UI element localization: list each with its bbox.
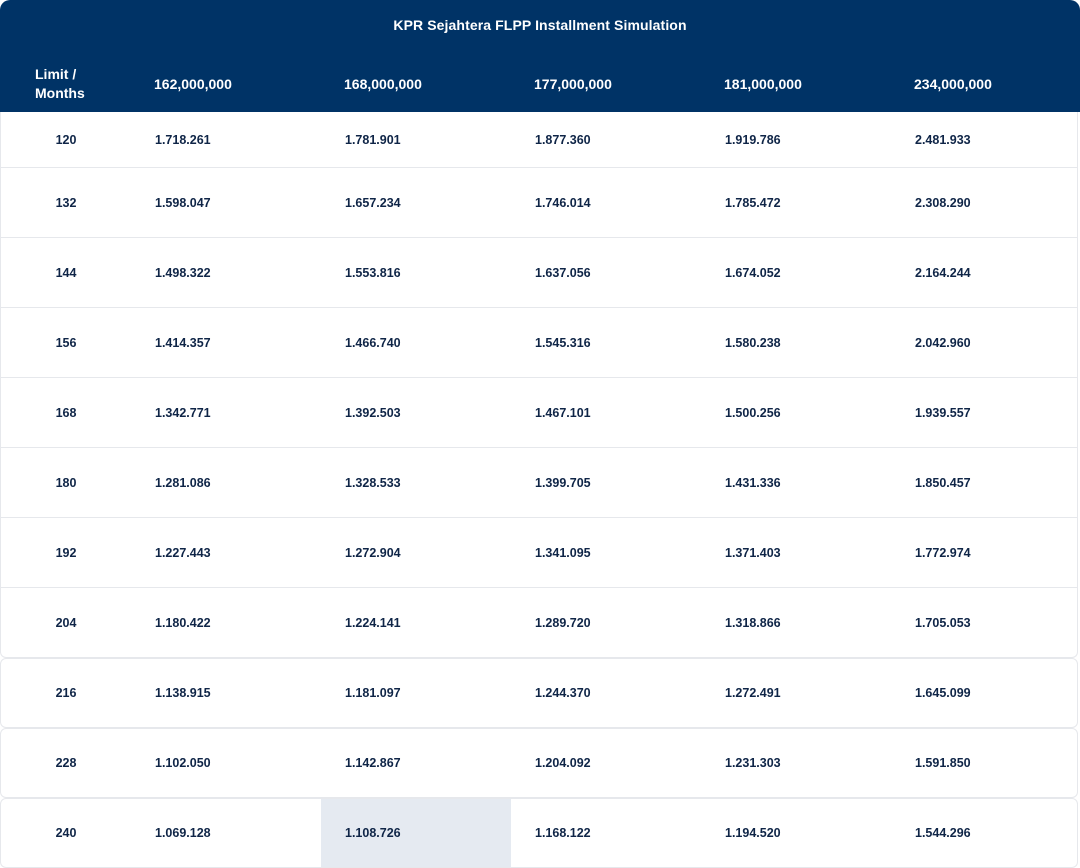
- installment-cell: 2.042.960: [915, 335, 971, 350]
- column-header-4: 234,000,000: [914, 76, 992, 92]
- installment-cell: 1.877.360: [535, 132, 591, 147]
- installment-cell: 1.194.520: [725, 826, 781, 840]
- installment-cell: 1.705.053: [915, 615, 971, 630]
- installment-cell: 1.392.503: [345, 405, 401, 420]
- installment-cell: 1.414.357: [155, 335, 211, 350]
- table-row: 156 1.414.357 1.466.740 1.545.316 1.580.238 2…: [0, 308, 1078, 378]
- installment-cell: 1.785.472: [725, 195, 781, 210]
- installment-cell: 1.466.740: [345, 335, 401, 350]
- installment-cell: 1.204.092: [535, 756, 591, 770]
- installment-cell: 1.919.786: [725, 132, 781, 147]
- installment-cell: 1.500.256: [725, 405, 781, 420]
- column-header-row: Limit / Months 162,000,000 168,000,000 177…: [0, 56, 1080, 112]
- table-row: 120 1.718.261 1.781.901 1.877.360 1.919.786 2…: [0, 112, 1078, 168]
- installment-cell: 2.164.244: [915, 265, 971, 280]
- months-cell: 216: [55, 686, 77, 700]
- months-cell: 144: [55, 265, 77, 280]
- installment-cell: 1.168.122: [535, 826, 591, 840]
- installment-cell: 2.481.933: [915, 132, 971, 147]
- installment-cell: 1.224.141: [345, 615, 401, 630]
- column-header-1: 168,000,000: [344, 76, 422, 92]
- installment-cell: 1.580.238: [725, 335, 781, 350]
- months-cell: 156: [55, 335, 77, 350]
- installment-cell: 1.181.097: [345, 686, 401, 700]
- table-row: 168 1.342.771 1.392.503 1.467.101 1.500.256 1…: [0, 378, 1078, 448]
- months-cell: 168: [55, 405, 77, 420]
- table-title: KPR Sejahtera FLPP Installment Simulatio…: [393, 17, 687, 33]
- months-cell: 192: [55, 545, 77, 560]
- installment-cell: 1.498.322: [155, 265, 211, 280]
- months-cell: 180: [55, 475, 77, 490]
- table-row: 228 1.102.050 1.142.867 1.204.092 1.231.303 1…: [0, 728, 1078, 798]
- table-header: KPR Sejahtera FLPP Installment Simulatio…: [0, 0, 1080, 112]
- installment-cell: 1.328.533: [345, 475, 401, 490]
- installment-cell: 1.674.052: [725, 265, 781, 280]
- installment-cell: 1.180.422: [155, 615, 211, 630]
- table-row: 144 1.498.322 1.553.816 1.637.056 1.674.052 2…: [0, 238, 1078, 308]
- installment-cell: 1.746.014: [535, 195, 591, 210]
- installment-cell: 1.272.491: [725, 686, 781, 700]
- installment-cell: 1.289.720: [535, 615, 591, 630]
- months-cell: 204: [55, 615, 77, 630]
- installment-cell: 1.772.974: [915, 545, 971, 560]
- installment-cell: 1.102.050: [155, 756, 211, 770]
- installment-cell: 1.281.086: [155, 475, 211, 490]
- installment-cell: 2.308.290: [915, 195, 971, 210]
- installment-cell: 1.431.336: [725, 475, 781, 490]
- column-header-0: 162,000,000: [154, 76, 232, 92]
- installment-cell: 1.645.099: [915, 686, 971, 700]
- installment-cell: 1.850.457: [915, 475, 971, 490]
- installment-cell: 1.231.303: [725, 756, 781, 770]
- installment-cell: 1.227.443: [155, 545, 211, 560]
- table-row: 192 1.227.443 1.272.904 1.341.095 1.371.403 1…: [0, 518, 1078, 588]
- installment-cell: 1.342.771: [155, 405, 211, 420]
- table-row: 240 1.069.128 1.108.726 1.168.122 1.194.520 1…: [0, 798, 1078, 868]
- months-cell: 132: [55, 195, 77, 210]
- installment-cell: 1.138.915: [155, 686, 211, 700]
- table-row: 132 1.598.047 1.657.234 1.746.014 1.785.472 2…: [0, 168, 1078, 238]
- table-row: 204 1.180.422 1.224.141 1.289.720 1.318.866 1…: [0, 588, 1078, 658]
- installment-cell: 1.467.101: [535, 405, 591, 420]
- installment-cell: 1.718.261: [155, 132, 211, 147]
- installment-cell: 1.341.095: [535, 545, 591, 560]
- installment-cell: 1.545.316: [535, 335, 591, 350]
- installment-cell: 1.318.866: [725, 615, 781, 630]
- installment-cell: 1.108.726: [321, 799, 511, 867]
- installment-cell: 1.142.867: [345, 756, 401, 770]
- column-header-3: 181,000,000: [724, 76, 802, 92]
- installment-cell: 1.399.705: [535, 475, 591, 490]
- column-header-2: 177,000,000: [534, 76, 612, 92]
- months-cell: 228: [55, 756, 77, 770]
- installment-cell: 1.244.370: [535, 686, 591, 700]
- table-row: 180 1.281.086 1.328.533 1.399.705 1.431.336 1…: [0, 448, 1078, 518]
- months-cell: 120: [55, 132, 77, 147]
- installment-cell: 1.637.056: [535, 265, 591, 280]
- installment-cell: 1.591.850: [915, 756, 971, 770]
- corner-header-label: Limit / Months: [35, 66, 85, 101]
- installment-cell: 1.544.296: [915, 826, 971, 840]
- months-cell: 240: [55, 826, 77, 840]
- installment-cell: 1.657.234: [345, 195, 401, 210]
- installment-cell: 1.939.557: [915, 405, 971, 420]
- table-row: 216 1.138.915 1.181.097 1.244.370 1.272.491 1…: [0, 658, 1078, 728]
- corner-header-cell: Limit / Months: [0, 56, 130, 112]
- installment-cell: 1.781.901: [345, 132, 401, 147]
- installment-cell: 1.553.816: [345, 265, 401, 280]
- installment-cell: 1.371.403: [725, 545, 781, 560]
- installment-cell: 1.272.904: [345, 545, 401, 560]
- installment-cell: 1.069.128: [155, 826, 211, 840]
- installment-cell: 1.598.047: [155, 195, 211, 210]
